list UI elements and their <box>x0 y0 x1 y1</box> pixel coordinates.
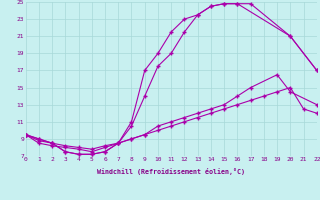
X-axis label: Windchill (Refroidissement éolien,°C): Windchill (Refroidissement éolien,°C) <box>97 168 245 175</box>
